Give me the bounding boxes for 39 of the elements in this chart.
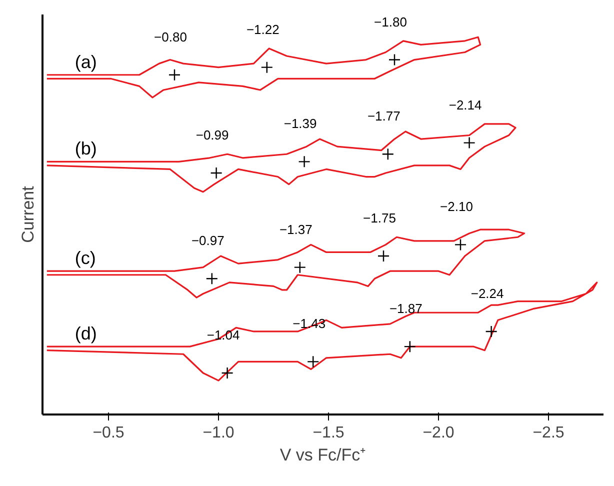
series-label: (c) (74, 248, 96, 268)
x-tick-label: −2.0 (422, 424, 454, 442)
point (463, 136, 476, 149)
point (298, 156, 310, 168)
annotation: −1.37 (279, 222, 312, 237)
series-label: (d) (74, 324, 97, 344)
x-tick-label: −1.0 (202, 424, 234, 442)
point (221, 366, 234, 380)
annotation: −2.24 (470, 286, 504, 301)
y-axis-title: Current (18, 186, 38, 243)
annotation: −0.99 (196, 127, 229, 142)
annotation: −1.77 (367, 108, 400, 124)
point (260, 61, 273, 74)
point (307, 356, 320, 368)
point (206, 272, 218, 285)
annotation: −2.10 (440, 199, 473, 214)
x-axis-title: V vs Fc/Fc⁺ (280, 446, 366, 464)
annotation: −1.39 (284, 116, 317, 132)
annotation: −1.75 (363, 210, 396, 226)
point (454, 238, 467, 251)
annotation: −2.14 (448, 97, 482, 112)
point (404, 340, 416, 353)
point (388, 54, 401, 66)
series-label: (a) (74, 52, 97, 72)
point (294, 261, 306, 274)
point (168, 68, 181, 81)
annotation: −0.80 (154, 29, 187, 44)
annotation: −1.80 (374, 14, 407, 30)
point (485, 325, 498, 338)
x-tick-label: −2.5 (532, 424, 564, 442)
point (210, 166, 222, 180)
annotation: −1.22 (246, 22, 280, 37)
x-tick-label: −1.5 (312, 424, 344, 442)
point (382, 148, 394, 160)
series-label: (b) (74, 138, 97, 159)
annotation: −1.87 (389, 301, 422, 316)
point (377, 250, 390, 262)
x-tick-label: −0.5 (92, 424, 124, 442)
annotation: −0.97 (191, 233, 224, 248)
